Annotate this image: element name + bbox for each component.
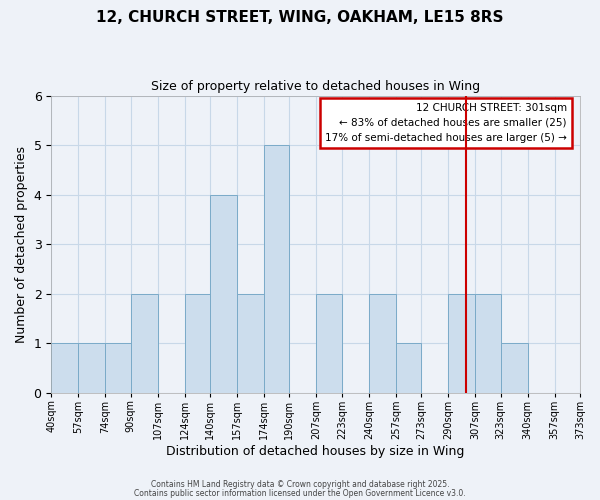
Bar (475, 294, 500, 392)
Bar (448, 294, 475, 392)
Text: Contains HM Land Registry data © Crown copyright and database right 2025.: Contains HM Land Registry data © Crown c… (151, 480, 449, 489)
Bar (78, 343, 105, 392)
Bar (264, 145, 289, 392)
Bar (500, 343, 527, 392)
Y-axis label: Number of detached properties: Number of detached properties (15, 146, 28, 342)
Text: 12, CHURCH STREET, WING, OAKHAM, LE15 8RS: 12, CHURCH STREET, WING, OAKHAM, LE15 8R… (96, 10, 504, 25)
Bar (185, 294, 210, 392)
Bar (369, 294, 396, 392)
Bar (237, 294, 264, 392)
Bar (210, 194, 237, 392)
Text: 12 CHURCH STREET: 301sqm
← 83% of detached houses are smaller (25)
17% of semi-d: 12 CHURCH STREET: 301sqm ← 83% of detach… (325, 103, 567, 142)
Bar (105, 343, 131, 392)
Text: Contains public sector information licensed under the Open Government Licence v3: Contains public sector information licen… (134, 488, 466, 498)
Bar (51, 343, 78, 392)
Title: Size of property relative to detached houses in Wing: Size of property relative to detached ho… (151, 80, 480, 93)
Bar (396, 343, 421, 392)
Bar (131, 294, 158, 392)
Bar (316, 294, 342, 392)
X-axis label: Distribution of detached houses by size in Wing: Distribution of detached houses by size … (166, 444, 465, 458)
